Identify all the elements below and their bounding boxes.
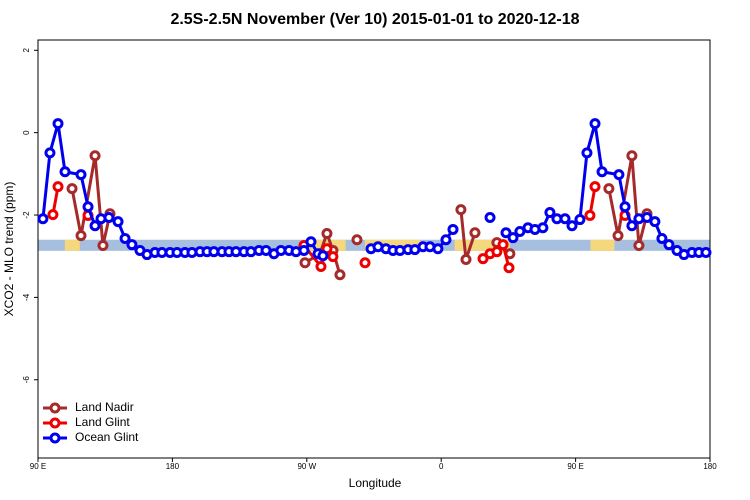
y-axis-label: XCO2 - MLO trend (ppm) (2, 182, 16, 317)
point (626, 220, 638, 232)
point (334, 269, 346, 281)
legend-marker (49, 402, 61, 414)
point (66, 183, 78, 195)
x-axis-label: Longitude (349, 476, 402, 490)
point (504, 248, 516, 260)
x-tick-label: 90 W (297, 462, 316, 471)
x-tick-label: 90 E (567, 462, 583, 471)
point (626, 150, 638, 162)
point (581, 147, 593, 159)
point (619, 201, 631, 213)
point (649, 216, 661, 228)
point (432, 243, 444, 255)
legend-label: Land Nadir (75, 400, 134, 414)
point (544, 207, 556, 219)
point (584, 209, 596, 221)
point (89, 150, 101, 162)
point (327, 251, 339, 263)
point (574, 214, 586, 226)
legend-marker (49, 432, 61, 444)
point (37, 213, 49, 225)
legend-marker (49, 417, 61, 429)
point (507, 232, 519, 244)
x-tick-label: 180 (703, 462, 717, 471)
point (112, 216, 124, 228)
point (119, 232, 131, 244)
point (514, 225, 526, 237)
x-tick-label: 180 (166, 462, 180, 471)
point (537, 222, 549, 234)
y-tick-label: 0 (22, 130, 31, 135)
legend-label: Land Glint (75, 415, 130, 429)
point (298, 244, 310, 256)
point (59, 166, 71, 178)
land-region (64, 239, 80, 251)
point (440, 234, 452, 246)
point (82, 201, 94, 213)
point (103, 211, 115, 223)
chart-title: 2.5S-2.5N November (Ver 10) 2015-01-01 t… (170, 11, 579, 28)
point (566, 220, 578, 232)
point (613, 169, 625, 181)
point (589, 181, 601, 193)
point (559, 213, 571, 225)
point (641, 211, 653, 223)
y-tick-label: -2 (22, 211, 31, 219)
point (75, 169, 87, 181)
point (469, 227, 481, 239)
point (633, 239, 645, 251)
point (484, 211, 496, 223)
point (299, 257, 311, 269)
point (52, 181, 64, 193)
point (89, 220, 101, 232)
point (47, 209, 59, 221)
point (305, 236, 317, 248)
legend-label: Ocean Glint (75, 430, 139, 444)
point (656, 232, 668, 244)
point (663, 239, 675, 251)
point (447, 223, 459, 235)
point (44, 147, 56, 159)
point (603, 183, 615, 195)
point (596, 166, 608, 178)
point (321, 228, 333, 240)
point (126, 239, 138, 251)
point (477, 253, 489, 265)
point (589, 118, 601, 130)
land-region (590, 239, 615, 251)
point (460, 254, 472, 266)
land-region (454, 239, 510, 251)
point (700, 247, 712, 259)
point (612, 230, 624, 242)
point (75, 230, 87, 242)
point (315, 261, 327, 273)
y-tick-label: -6 (22, 376, 31, 384)
x-tick-label: 0 (439, 462, 444, 471)
point (317, 250, 329, 262)
point (503, 262, 515, 274)
point (351, 234, 363, 246)
y-tick-label: 2 (22, 48, 31, 53)
y-tick-label: -4 (22, 293, 31, 301)
point (52, 118, 64, 130)
point (491, 246, 503, 258)
x-tick-label: 90 E (30, 462, 46, 471)
point (359, 257, 371, 269)
point (497, 239, 509, 251)
point (500, 227, 512, 239)
point (455, 204, 467, 216)
point (97, 239, 109, 251)
